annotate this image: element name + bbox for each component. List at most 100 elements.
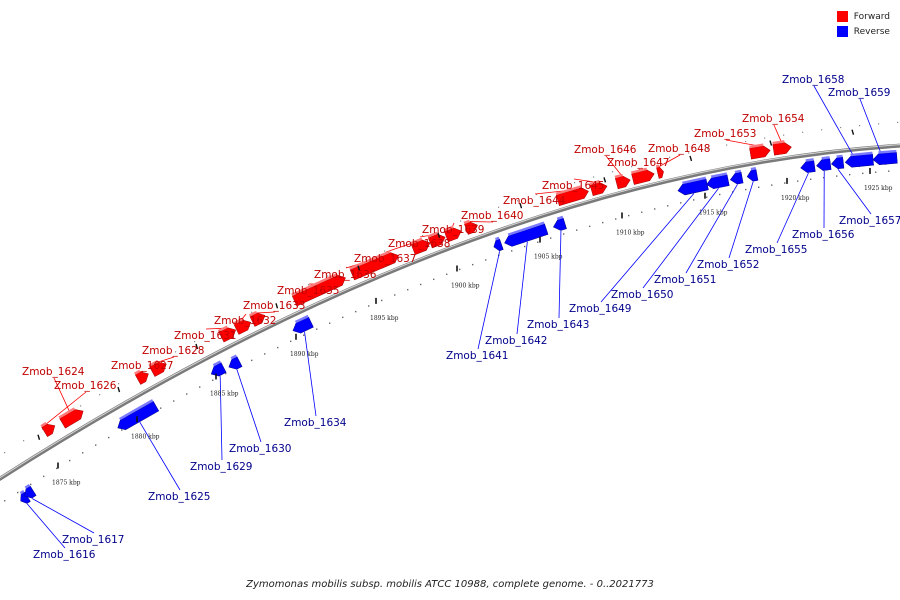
gene-arrow-zmob_1631[interactable] (217, 323, 238, 343)
gene-label-zmob_1627[interactable]: Zmob_1627 (111, 360, 173, 372)
scale-dot (550, 237, 552, 239)
gene-label-zmob_1635[interactable]: Zmob_1635 (277, 285, 339, 297)
gene-label-zmob_1643[interactable]: Zmob_1643 (527, 319, 589, 331)
scale-dot (840, 126, 842, 129)
gene-label-zmob_1644[interactable]: Zmob_1644 (503, 195, 566, 207)
kbp-tick-label: 1915 kbp (699, 210, 728, 217)
scale-dot (536, 193, 538, 196)
gene-label-zmob_1646[interactable]: Zmob_1646 (574, 144, 637, 156)
gene-arrow-zmob_1628[interactable] (148, 357, 169, 377)
gene-arrow-zmob_1636[interactable] (349, 248, 400, 281)
gene-label-zmob_1632[interactable]: Zmob_1632 (214, 315, 276, 327)
gene-label-zmob_1652[interactable]: Zmob_1652 (697, 259, 759, 271)
scale-dot (80, 405, 82, 407)
gene-label-zmob_1650[interactable]: Zmob_1650 (611, 289, 673, 301)
gene-arrow-zmob_1642[interactable] (502, 221, 549, 249)
gene-body (233, 319, 252, 335)
gene-label-zmob_1626[interactable]: Zmob_1626 (54, 380, 117, 392)
scale-dot (897, 121, 899, 124)
gene-bevel (248, 310, 258, 317)
gene-label-zmob_1659[interactable]: Zmob_1659 (828, 87, 890, 99)
gene-arrow-zmob_1633[interactable] (248, 308, 268, 327)
gene-label-zmob_1647[interactable]: Zmob_1647 (607, 157, 669, 169)
gene-label-zmob_1628[interactable]: Zmob_1628 (142, 345, 204, 357)
gene-arrow-zmob_1635[interactable] (291, 271, 348, 307)
gene-label-zmob_1654[interactable]: Zmob_1654 (742, 113, 805, 125)
gene-arrow-zmob_1627[interactable] (134, 367, 151, 385)
scale-dot (403, 242, 405, 244)
gene-label-zmob_1642[interactable]: Zmob_1642 (485, 335, 547, 347)
gene-label-zmob_1653[interactable]: Zmob_1653 (694, 128, 756, 140)
minor-tick (519, 202, 523, 209)
gene-label-zmob_1639[interactable]: Zmob_1639 (422, 224, 484, 236)
scale-dot (745, 188, 747, 191)
gene-arrow-zmob_1624[interactable] (58, 404, 86, 429)
gene-body (553, 217, 567, 231)
gene-label-zmob_1656[interactable]: Zmob_1656 (792, 229, 855, 241)
gene-label-zmob_1625[interactable]: Zmob_1625 (148, 491, 210, 503)
gene-bevel (821, 156, 830, 160)
gene-label-zmob_1633[interactable]: Zmob_1633 (243, 300, 305, 312)
gene-label-zmob_1645[interactable]: Zmob_1645 (542, 180, 604, 192)
gene-arrow-zmob_1632[interactable] (232, 315, 253, 335)
label-leader (477, 251, 501, 350)
gene-label-zmob_1629[interactable]: Zmob_1629 (190, 461, 252, 473)
gene-arrow-zmob_1651[interactable] (729, 169, 744, 185)
gene-arrow-zmob_1641[interactable] (491, 236, 504, 252)
gene-arrow-zmob_1643[interactable] (551, 215, 567, 232)
gene-label-zmob_1636[interactable]: Zmob_1636 (314, 269, 377, 281)
gene-arrow-zmob_1639[interactable] (443, 224, 464, 243)
gene-arrow-zmob_1626[interactable] (40, 419, 57, 437)
gene-arrow-zmob_1647[interactable] (630, 166, 656, 185)
gene-arrow-zmob_1652[interactable] (746, 167, 759, 182)
gene-label-zmob_1630[interactable]: Zmob_1630 (229, 443, 291, 455)
scale-dot (654, 208, 656, 210)
gene-label-zmob_1631[interactable]: Zmob_1631 (174, 330, 236, 342)
gene-label-zmob_1657[interactable]: Zmob_1657 (839, 215, 900, 227)
gene-label-zmob_1637[interactable]: Zmob_1637 (354, 253, 416, 265)
gene-arrow-zmob_1630[interactable] (225, 354, 243, 371)
gene-arrow-zmob_1658[interactable] (844, 151, 874, 168)
gene-label-zmob_1624[interactable]: Zmob_1624 (22, 366, 85, 378)
forward-swatch (836, 11, 848, 22)
legend: Forward Reverse (836, 9, 890, 39)
gene-arrow-zmob_1629[interactable] (208, 360, 227, 378)
gene-arrow-zmob_1656[interactable] (816, 156, 832, 171)
gene-label-zmob_1616[interactable]: Zmob_1616 (33, 549, 96, 561)
gene-label-zmob_1651[interactable]: Zmob_1651 (654, 274, 716, 286)
label-leader (659, 154, 681, 167)
gene-bevel (507, 221, 545, 236)
gene-arrow-zmob_1654[interactable] (772, 139, 792, 156)
gene-label-zmob_1634[interactable]: Zmob_1634 (284, 417, 347, 429)
label-leader (156, 356, 175, 363)
gene-arrow-zmob_1640[interactable] (463, 218, 480, 235)
gene-arrow-zmob_1649[interactable] (676, 176, 709, 197)
gene-label-zmob_1655[interactable]: Zmob_1655 (745, 244, 807, 256)
gene-label-zmob_1658[interactable]: Zmob_1658 (782, 74, 844, 86)
gene-arrow-zmob_1653[interactable] (749, 142, 771, 160)
gene-arrow-zmob_1644[interactable] (555, 184, 591, 207)
gene-body (844, 153, 874, 168)
gene-arrow-zmob_1655[interactable] (800, 158, 816, 173)
scale-dot (576, 229, 578, 231)
gene-arrow-zmob_1648[interactable] (655, 164, 665, 179)
gene-body (228, 356, 243, 370)
gene-arrow-zmob_1645[interactable] (589, 178, 608, 197)
scale-dot (225, 372, 227, 375)
gene-arrow-zmob_1657[interactable] (830, 154, 845, 170)
gene-arrow-zmob_1638[interactable] (427, 230, 447, 249)
gene-arrow-zmob_1646[interactable] (614, 172, 632, 190)
gene-label-zmob_1649[interactable]: Zmob_1649 (569, 303, 631, 315)
gene-label-zmob_1640[interactable]: Zmob_1640 (461, 210, 523, 222)
gene-label-zmob_1638[interactable]: Zmob_1638 (388, 238, 450, 250)
gene-arrow-zmob_1650[interactable] (705, 172, 730, 190)
gene-arrow-zmob_1637[interactable] (410, 235, 432, 255)
gene-label-zmob_1641[interactable]: Zmob_1641 (446, 350, 508, 362)
gene-label-zmob_1648[interactable]: Zmob_1648 (648, 143, 710, 155)
gene-arrow-zmob_1634[interactable] (290, 314, 314, 336)
gene-arrow-zmob_1625[interactable] (114, 399, 160, 432)
gene-label-zmob_1617[interactable]: Zmob_1617 (62, 534, 124, 546)
gene-arrow-zmob_1616[interactable] (16, 489, 31, 506)
gene-arrow-zmob_1617[interactable] (20, 483, 37, 501)
gene-arrow-zmob_1659[interactable] (872, 149, 898, 165)
